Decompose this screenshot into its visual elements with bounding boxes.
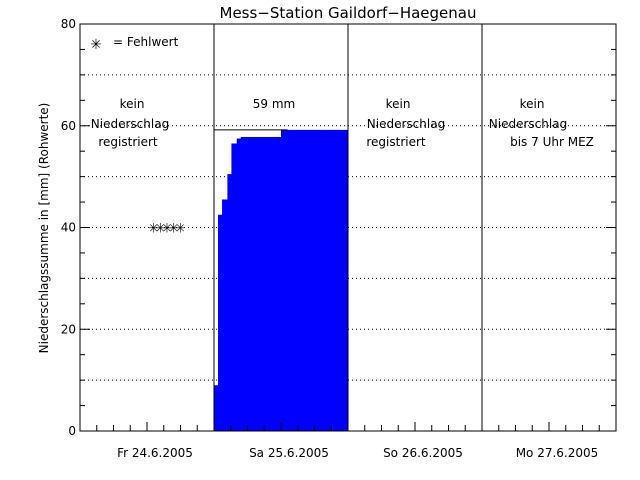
missing-value-marker: ✳	[162, 222, 173, 237]
x-tick-label: Sa 25.6.2005	[249, 446, 329, 460]
x-tick-label: Mo 27.6.2005	[516, 446, 599, 460]
precip-area	[213, 129, 348, 431]
day-note-line: bis 7 Uhr MEZ	[510, 135, 594, 149]
missing-value-marker: ✳	[155, 222, 166, 237]
day-note-line: Niederschlag	[91, 117, 169, 131]
day-note-line: registriert	[366, 135, 426, 149]
missing-value-marker: ✳	[175, 222, 186, 237]
y-tick-label: 0	[68, 424, 76, 438]
day-note-line: kein	[386, 97, 411, 111]
legend-text: = Fehlwert	[113, 35, 179, 49]
day-note-line: kein	[520, 97, 545, 111]
chart-title: Mess−Station Gaildorf−Haegenau	[220, 4, 477, 22]
y-tick-label: 60	[61, 119, 76, 133]
legend-symbol: ✳	[90, 37, 102, 53]
y-tick-label: 40	[61, 221, 76, 235]
day-note-line: Niederschlag	[489, 117, 567, 131]
y-tick-label: 80	[61, 17, 76, 31]
missing-value-marker: ✳	[148, 222, 159, 237]
x-axis: Fr 24.6.2005 Sa 25.6.2005 So 26.6.2005 Mo 2…	[79, 421, 617, 460]
missing-value-marker: ✳	[168, 222, 179, 237]
precip-area-series-0	[214, 129, 348, 431]
day-notes: kein Niederschlag registriert 59 mm kein Nied…	[91, 97, 594, 149]
day-note-line: 59 mm	[253, 97, 295, 111]
legend: ✳ = Fehlwert	[90, 35, 178, 53]
day-note-line: kein	[120, 97, 145, 111]
x-tick-label: So 26.6.2005	[383, 446, 463, 460]
day-note-line: registriert	[98, 135, 158, 149]
y-axis: 0 20 40 60 80	[61, 17, 616, 438]
y-tick-label: 20	[61, 322, 76, 336]
day-note-line: Niederschlag	[367, 117, 445, 131]
y-axis-label: Niederschlagssumme in [mm] (Rohwerte)	[37, 103, 51, 354]
x-tick-label: Fr 24.6.2005	[117, 446, 193, 460]
missing-markers: ✳✳✳✳✳	[148, 222, 186, 237]
